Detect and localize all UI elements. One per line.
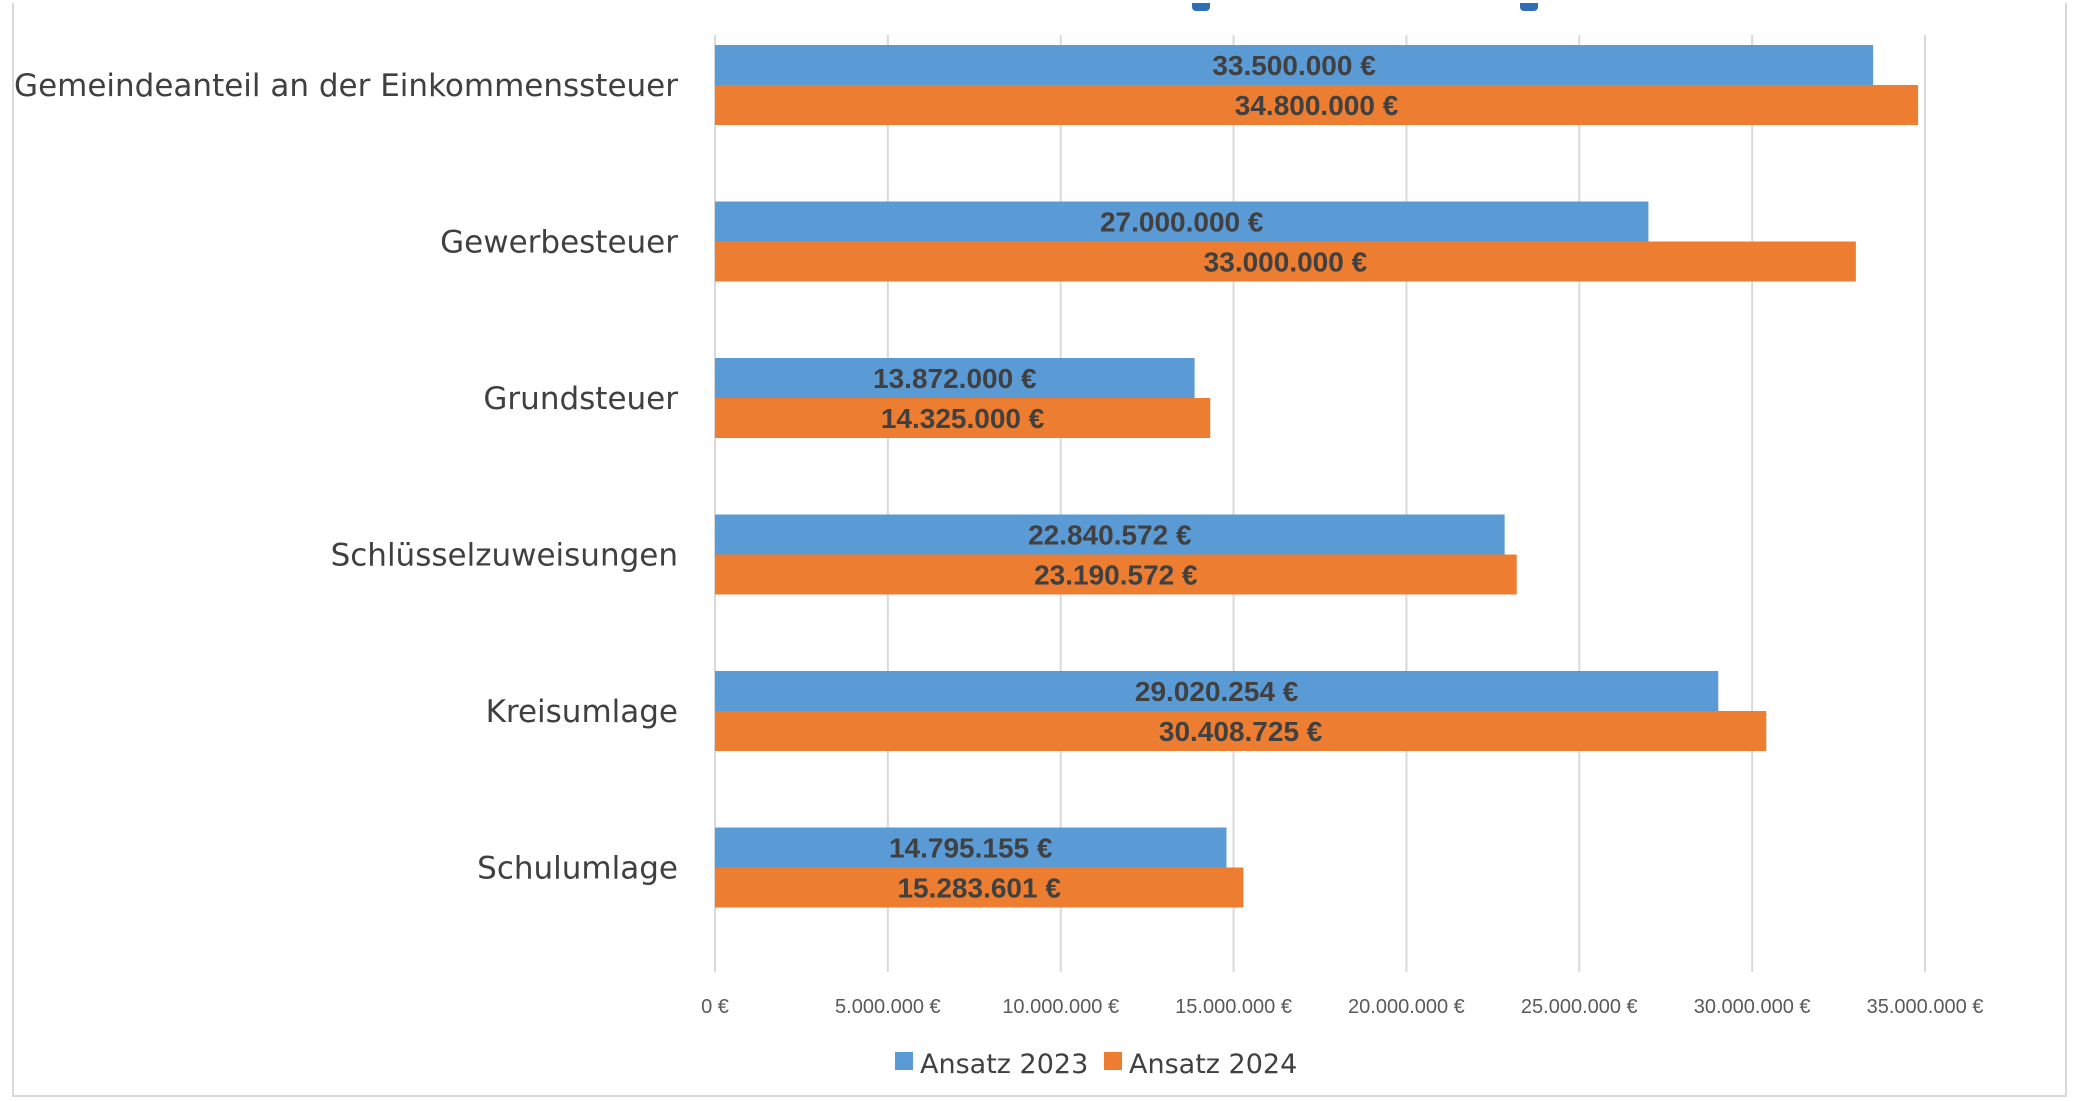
x-tick-label: 25.000.000 € [1521, 996, 1638, 1018]
data-label: 13.872.000 € [873, 363, 1037, 394]
category-label: Gewerbesteuer [440, 225, 678, 261]
category-label: Gemeindeanteil an der Einkommenssteuer [14, 68, 678, 104]
x-tick-label: 35.000.000 € [1867, 996, 1984, 1018]
x-tick-label: 5.000.000 € [835, 996, 941, 1018]
category-label: Kreisumlage [486, 694, 678, 730]
bar-2024[interactable] [715, 711, 1767, 751]
bar-2023[interactable] [715, 45, 1874, 85]
data-label: 27.000.000 € [1100, 207, 1264, 238]
category-label: Schlüsselzuweisungen [331, 538, 678, 574]
x-tick-label: 30.000.000 € [1694, 996, 1811, 1018]
bar-2023[interactable] [715, 358, 1195, 398]
legend-swatch-2024 [1104, 1052, 1122, 1070]
legend: Ansatz 2023 Ansatz 2024 [895, 1049, 1297, 1080]
data-label: 23.190.572 € [1034, 560, 1198, 591]
bar-2024[interactable] [715, 554, 1517, 595]
bar-2024[interactable] [715, 241, 1856, 282]
category-label: Grundsteuer [483, 381, 678, 417]
bar-2023[interactable] [715, 671, 1719, 711]
category-label: Schulumlage [477, 851, 678, 887]
x-tick-label: 20.000.000 € [1348, 996, 1465, 1018]
resize-handle-left[interactable] [1192, 3, 1210, 11]
data-label: 22.840.572 € [1028, 520, 1192, 551]
bar-2023[interactable] [715, 827, 1227, 868]
data-label: 14.795.155 € [889, 833, 1053, 864]
category-labels: Gemeindeanteil an der Einkommenssteuer Ge… [14, 68, 678, 887]
gridlines [714, 35, 1926, 972]
data-label: 33.500.000 € [1212, 50, 1376, 81]
data-label: 15.283.601 € [897, 873, 1061, 904]
data-label: 30.408.725 € [1159, 716, 1323, 747]
data-label: 34.800.000 € [1235, 90, 1399, 121]
legend-label-2024[interactable]: Ansatz 2024 [1129, 1049, 1297, 1080]
bar-2023[interactable] [715, 514, 1505, 555]
data-labels: 33.500.000 € 34.800.000 € 27.000.000 € 33.0… [873, 50, 1399, 904]
data-label: 33.000.000 € [1204, 247, 1368, 278]
x-tick-label: 15.000.000 € [1175, 996, 1292, 1018]
x-axis-tick-labels: 0 € 5.000.000 € 10.000.000 € 15.000.000 € 20… [701, 996, 1983, 1018]
x-tick-label: 10.000.000 € [1002, 996, 1119, 1018]
legend-swatch-2023 [895, 1052, 913, 1070]
data-label: 14.325.000 € [881, 403, 1045, 434]
bars [715, 45, 1919, 908]
bar-2023[interactable] [715, 201, 1649, 242]
x-tick-label: 0 € [701, 996, 729, 1018]
bar-2024[interactable] [715, 398, 1211, 438]
legend-label-2023[interactable]: Ansatz 2023 [920, 1049, 1088, 1080]
bar-2024[interactable] [715, 867, 1244, 908]
bar-2024[interactable] [715, 85, 1919, 125]
resize-handle-right[interactable] [1520, 3, 1538, 11]
data-label: 29.020.254 € [1135, 676, 1299, 707]
